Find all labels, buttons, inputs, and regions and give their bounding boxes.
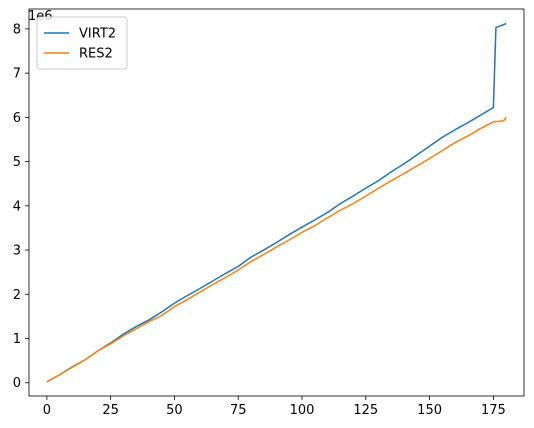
legend-box — [36, 16, 128, 70]
y-tick-label: 7 — [13, 67, 21, 82]
x-tick-label: 100 — [290, 403, 315, 418]
x-tick-label: 150 — [417, 403, 442, 418]
y-tick-label: 6 — [13, 111, 21, 126]
legend-label-res2: RES2 — [79, 47, 113, 62]
y-tick-label: 5 — [13, 155, 21, 170]
x-tick-label: 75 — [230, 403, 247, 418]
y-tick-label: 3 — [13, 244, 21, 259]
y-tick-label: 2 — [13, 288, 21, 303]
y-tick-label: 0 — [13, 376, 21, 391]
x-tick-label: 25 — [102, 403, 119, 418]
x-tick-label: 50 — [166, 403, 183, 418]
y-tick-label: 4 — [13, 199, 21, 214]
legend: VIRT2 RES2 — [36, 16, 128, 70]
y-tick-label: 1 — [13, 332, 21, 347]
y-tick-label: 8 — [13, 22, 21, 37]
axes: 0 25 50 75 100 125 150 175 0 1 2 3 4 5 6 7 8 — [13, 8, 525, 418]
legend-label-virt2: VIRT2 — [79, 27, 116, 42]
x-tick-label: 125 — [353, 403, 378, 418]
x-tick-label: 175 — [481, 403, 506, 418]
plot-frame — [28, 8, 525, 397]
series-line-virt2 — [46, 22, 507, 383]
x-tick-label: 0 — [43, 403, 51, 418]
series-line-res2 — [46, 116, 507, 383]
plot-area — [46, 22, 507, 383]
